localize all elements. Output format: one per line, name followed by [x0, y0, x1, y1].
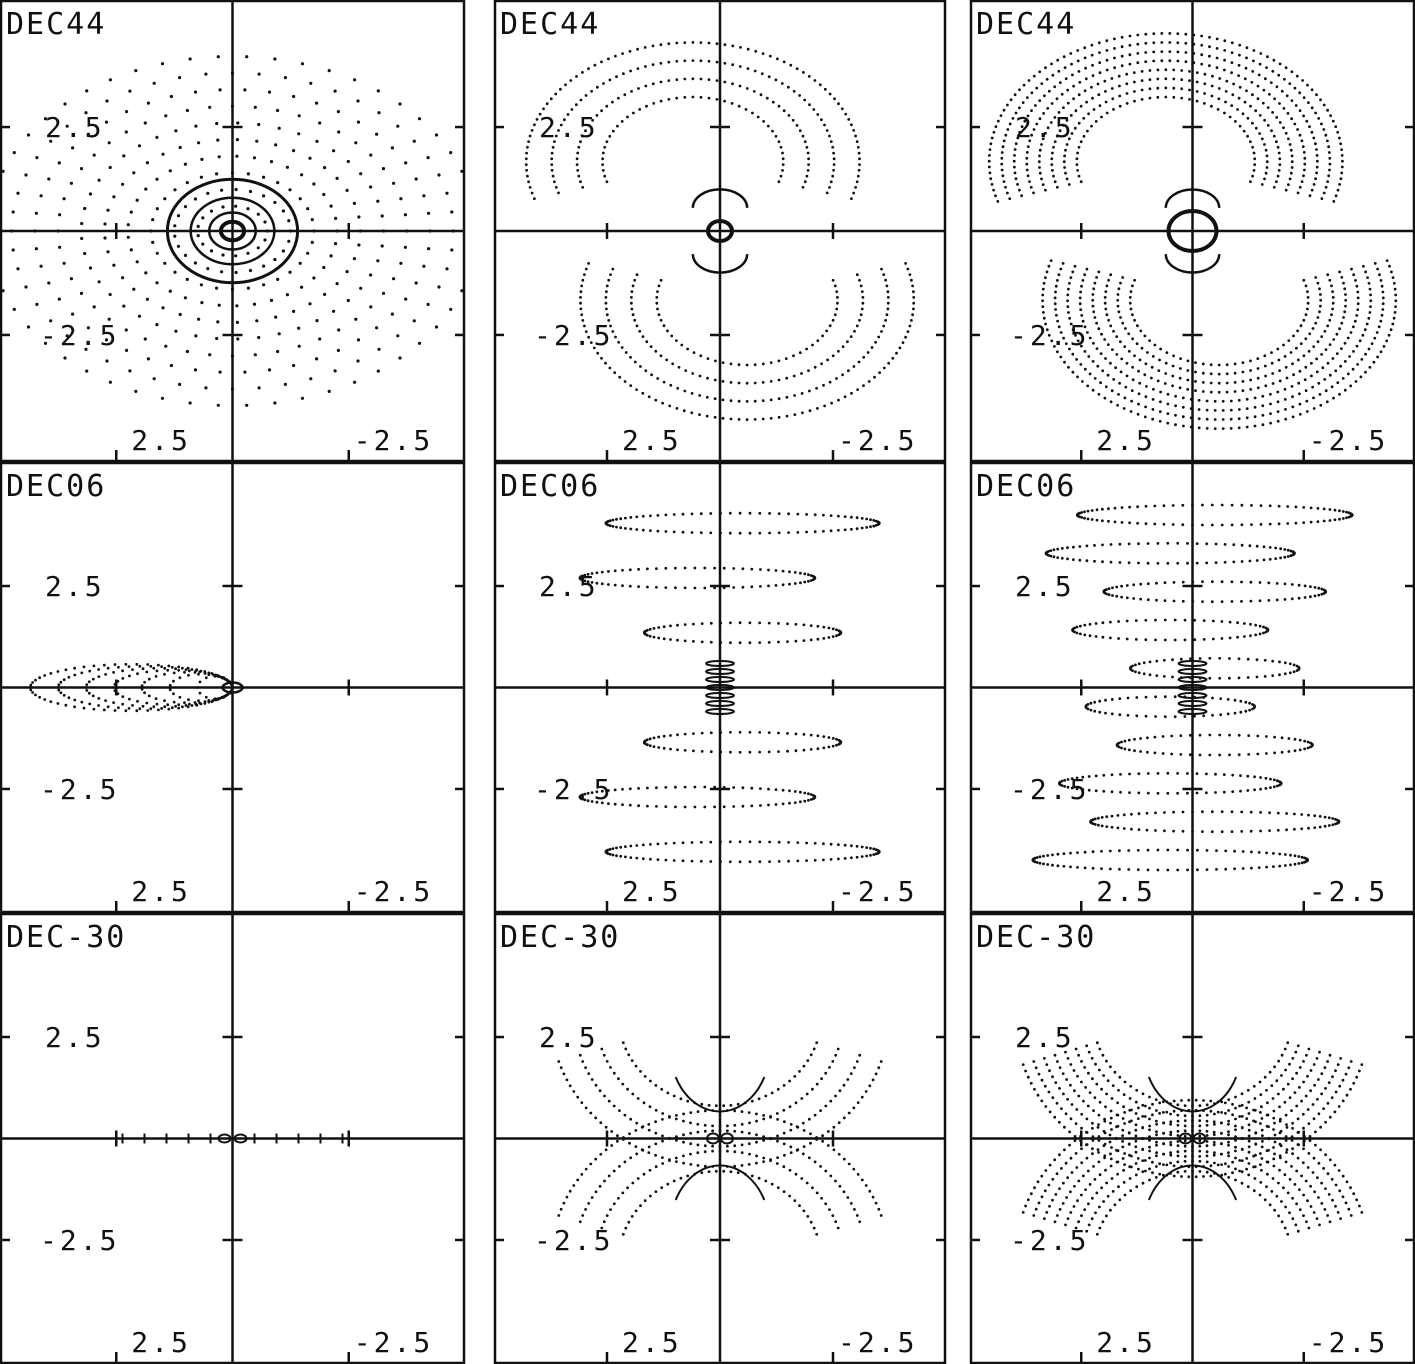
panel-3-dec06: DEC06 2.5 -2.5 2.5 -2.5: [969, 461, 1415, 914]
panel-axes: [0, 462, 465, 913]
panel-3-dec44: DEC44 2.5 -2.5 2.5 -2.5: [969, 0, 1415, 463]
x-tick-label-positive: 2.5: [622, 424, 682, 457]
y-tick-label-positive: 2.5: [539, 1021, 599, 1054]
y-tick-label-positive: 2.5: [1015, 111, 1075, 144]
panel-axes: [970, 0, 1415, 462]
y-tick-label-positive: 2.5: [539, 570, 599, 603]
y-tick-label-negative: -2.5: [1010, 319, 1089, 352]
y-tick-label-negative: -2.5: [1010, 1224, 1089, 1257]
y-tick-label-positive: 2.5: [45, 1021, 105, 1054]
panel-label: DEC44: [976, 7, 1076, 42]
y-tick-label-negative: -2.5: [534, 1224, 613, 1257]
panel-label: DEC44: [6, 7, 106, 42]
y-tick-label-positive: 2.5: [1015, 1021, 1075, 1054]
y-tick-label-positive: 2.5: [45, 570, 105, 603]
panel-label: DEC06: [976, 469, 1076, 504]
panel-axes: [970, 462, 1415, 913]
panel-2-dec44: DEC44 2.5 -2.5 2.5 -2.5: [493, 0, 947, 463]
y-tick-label-negative: -2.5: [534, 773, 613, 806]
x-tick-label-negative: -2.5: [838, 875, 917, 908]
panel-2-dec06: DEC06 2.5 -2.5 2.5 -2.5: [493, 461, 947, 914]
panel-axes: [0, 913, 465, 1364]
x-tick-label-negative: -2.5: [838, 424, 917, 457]
panel-1-dec44: DEC44 2.5 -2.5 2.5 -2.5: [0, 0, 466, 463]
x-tick-label-negative: -2.5: [1309, 424, 1388, 457]
panel-axes: [0, 0, 465, 462]
x-tick-label-positive: 2.5: [131, 424, 191, 457]
panel-label: DEC06: [6, 469, 106, 504]
panel-label: DEC-30: [976, 920, 1096, 955]
panel-label: DEC44: [500, 7, 600, 42]
x-tick-label-negative: -2.5: [1309, 1326, 1388, 1359]
y-tick-label-positive: 2.5: [1015, 570, 1075, 603]
x-tick-label-negative: -2.5: [354, 424, 433, 457]
x-tick-label-positive: 2.5: [1096, 424, 1156, 457]
y-tick-label-negative: -2.5: [1010, 773, 1089, 806]
panel-3-dec30: DEC-30 2.5 -2.5 2.5 -2.5: [969, 912, 1415, 1364]
panel-label: DEC-30: [6, 920, 126, 955]
y-tick-label-negative: -2.5: [40, 1224, 119, 1257]
panel-axes: [494, 913, 946, 1364]
panel-2-dec30: DEC-30 2.5 -2.5 2.5 -2.5: [493, 912, 947, 1364]
x-tick-label-negative: -2.5: [1309, 875, 1388, 908]
y-tick-label-negative: -2.5: [40, 319, 119, 352]
y-tick-label-negative: -2.5: [40, 773, 119, 806]
x-tick-label-positive: 2.5: [622, 1326, 682, 1359]
panel-axes: [970, 913, 1415, 1364]
y-tick-label-positive: 2.5: [539, 111, 599, 144]
x-tick-label-negative: -2.5: [354, 1326, 433, 1359]
panel-label: DEC06: [500, 469, 600, 504]
panel-1-dec30: DEC-30 2.5 -2.5 2.5 -2.5: [0, 912, 466, 1364]
panel-1-dec06: DEC06 2.5 -2.5 2.5 -2.5: [0, 461, 466, 914]
x-tick-label-negative: -2.5: [354, 875, 433, 908]
x-tick-label-positive: 2.5: [1096, 875, 1156, 908]
panel-axes: [494, 462, 946, 913]
x-tick-label-positive: 2.5: [1096, 1326, 1156, 1359]
x-tick-label-positive: 2.5: [131, 875, 191, 908]
panel-axes: [494, 0, 946, 462]
y-tick-label-positive: 2.5: [45, 111, 105, 144]
y-tick-label-negative: -2.5: [534, 319, 613, 352]
panel-label: DEC-30: [500, 920, 620, 955]
x-tick-label-positive: 2.5: [131, 1326, 191, 1359]
x-tick-label-negative: -2.5: [838, 1326, 917, 1359]
x-tick-label-positive: 2.5: [622, 875, 682, 908]
